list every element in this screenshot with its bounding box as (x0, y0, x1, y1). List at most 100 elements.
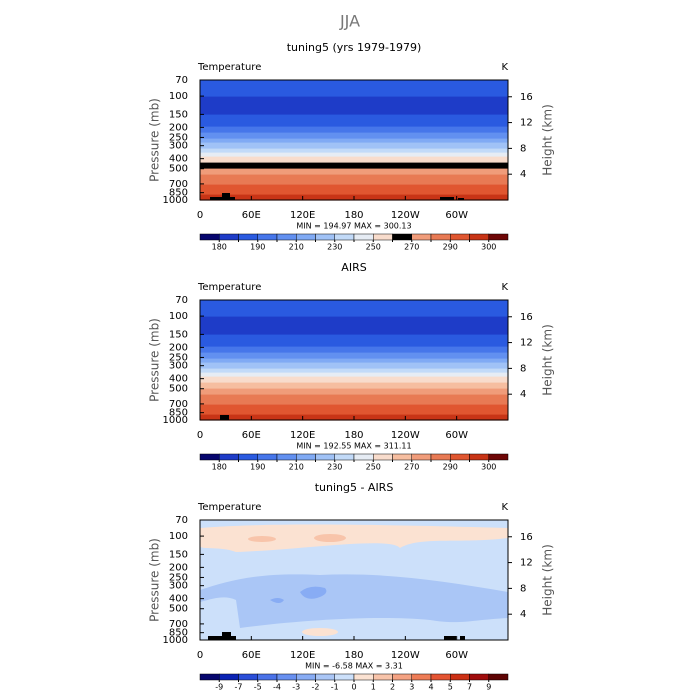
field-band (200, 404, 508, 407)
x-tick-label: 60W (445, 210, 468, 221)
field-band (200, 308, 508, 311)
y2-tick-label: 16 (520, 312, 533, 323)
field-band (200, 180, 508, 183)
y-tick-label: 700 (169, 619, 188, 630)
y-tick-label: 700 (169, 399, 188, 410)
y-tick-label: 100 (169, 91, 188, 102)
field-band (200, 104, 508, 107)
colorbar-label: 270 (404, 463, 419, 472)
field-band (200, 358, 508, 361)
field-band (200, 346, 508, 349)
field-band (200, 342, 508, 345)
field-band (200, 384, 508, 387)
y2-axis-label: Height (km) (541, 324, 555, 395)
colorbar-box (219, 673, 239, 681)
field-band (200, 176, 508, 179)
colorbar-box (488, 453, 509, 461)
figure-title: JJA (339, 12, 360, 31)
field-band (200, 94, 508, 97)
x-tick-label: 60W (445, 430, 468, 441)
colorbar-label: 5 (448, 683, 453, 692)
colorbar-box (276, 453, 297, 461)
right-label: K (501, 62, 508, 73)
field-region (314, 534, 346, 542)
field-region (200, 524, 508, 552)
field-band (200, 348, 508, 351)
field-band (200, 362, 508, 365)
field-band (200, 334, 508, 337)
x-tick-label: 0 (197, 430, 203, 441)
y2-tick-label: 4 (520, 389, 526, 400)
y-tick-label: 1000 (163, 195, 188, 206)
colorbar-label: 250 (366, 243, 381, 252)
field-band (200, 368, 508, 371)
field-band (200, 336, 508, 339)
left-label: Temperature (197, 62, 261, 73)
colorbar-label: 230 (327, 463, 342, 472)
colorbar-box (411, 673, 432, 681)
y-tick-label: 400 (169, 154, 188, 165)
field-band (200, 386, 508, 389)
y-tick-label: 850 (169, 628, 188, 639)
colorbar-box (296, 673, 316, 681)
y2-tick-label: 16 (520, 92, 533, 103)
field-band (200, 302, 508, 305)
colorbar-box (430, 233, 451, 241)
y-tick-label: 400 (169, 374, 188, 385)
field-band (200, 84, 508, 87)
y2-tick-label: 8 (520, 363, 526, 374)
colorbar-box (353, 453, 374, 461)
y2-tick-label: 16 (520, 532, 533, 543)
field-band (200, 326, 508, 329)
colorbar-box (199, 233, 220, 241)
colorbar-box (315, 233, 335, 241)
x-tick-label: 180 (344, 430, 363, 441)
colorbar-box (450, 233, 470, 241)
colorbar-box (392, 233, 412, 241)
field-band (200, 320, 508, 323)
topography (460, 636, 465, 640)
x-tick-label: 0 (197, 650, 203, 661)
colorbar-label: 300 (481, 243, 496, 252)
field-region (248, 536, 276, 542)
colorbar-box (353, 673, 374, 681)
y-tick-label: 100 (169, 531, 188, 542)
y2-tick-label: 12 (520, 338, 533, 349)
colorbar-label: -9 (215, 683, 223, 692)
x-tick-label: 60E (242, 650, 261, 661)
stats: MIN = 194.97 MAX = 300.13 (296, 222, 411, 231)
field-band (200, 396, 508, 399)
topography (220, 415, 229, 420)
field-band (200, 304, 508, 307)
colorbar-box (450, 453, 470, 461)
topography (458, 198, 464, 200)
colorbar-label: 7 (467, 683, 472, 692)
topography (222, 632, 231, 640)
field-band (200, 82, 508, 85)
colorbar-box (411, 233, 432, 241)
colorbar-box (257, 233, 278, 241)
colorbar-box (334, 233, 355, 241)
y-tick-label: 1000 (163, 415, 188, 426)
field-band (200, 354, 508, 357)
y-axis-label: Pressure (mb) (148, 318, 162, 402)
field-band (200, 374, 508, 377)
y2-axis-label: Height (km) (541, 104, 555, 175)
field-band (200, 134, 508, 137)
colorbar-box (257, 453, 278, 461)
topography (222, 193, 230, 200)
field-region (270, 586, 327, 603)
colorbar-label: 270 (404, 243, 419, 252)
colorbar-box (257, 673, 278, 681)
field-band (200, 366, 508, 369)
field-band (200, 118, 508, 121)
x-tick-label: 120E (290, 430, 315, 441)
field-band (200, 330, 508, 333)
colorbar-box (469, 673, 489, 681)
colorbar-label: 230 (327, 243, 342, 252)
x-tick-label: 120W (391, 430, 420, 441)
right-label: K (501, 282, 508, 293)
y-tick-label: 850 (169, 188, 188, 199)
field-band (200, 160, 508, 163)
colorbar-box (430, 453, 451, 461)
